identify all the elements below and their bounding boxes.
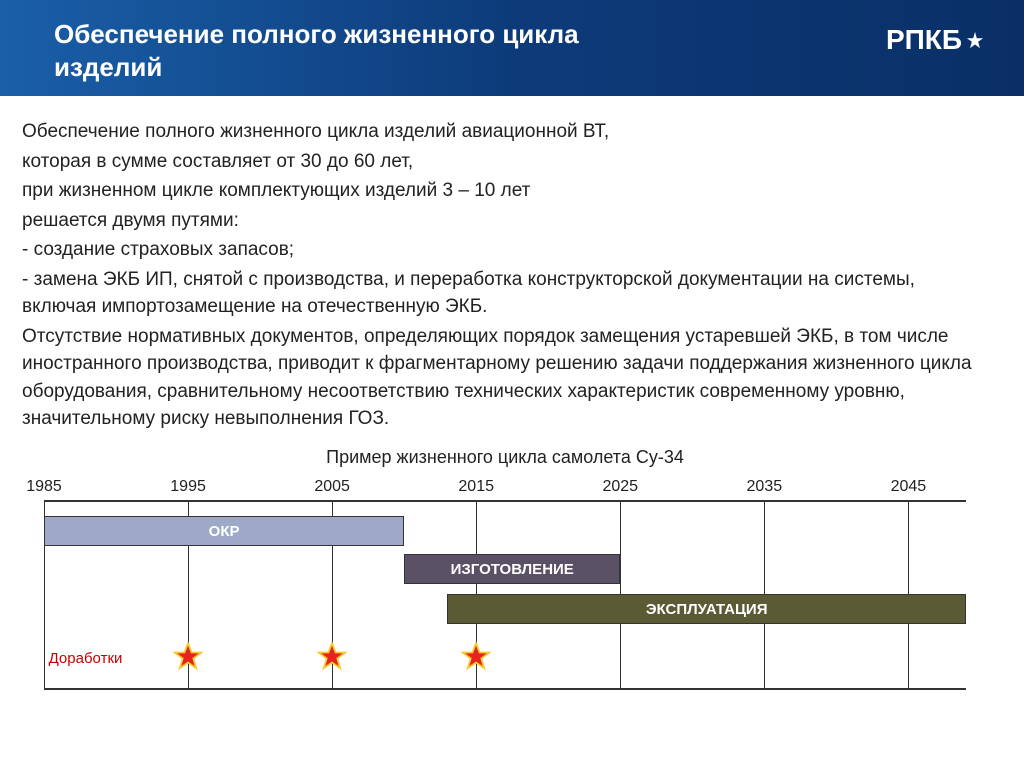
gantt-bar: ИЗГОТОВЛЕНИЕ bbox=[404, 554, 620, 584]
timeline-canvas: 1985199520052015202520352045ОКРИЗГОТОВЛЕ… bbox=[44, 476, 966, 696]
paragraph: решается двумя путями: bbox=[22, 207, 988, 235]
logo-star-icon bbox=[966, 24, 984, 56]
star-icon bbox=[173, 642, 203, 672]
rework-label: Доработки bbox=[49, 650, 123, 667]
paragraph: при жизненном цикле комплектующих издели… bbox=[22, 177, 988, 205]
tick-label: 2025 bbox=[602, 478, 638, 496]
gantt-bar: ОКР bbox=[44, 516, 404, 546]
gantt-bar: ЭКСПЛУАТАЦИЯ bbox=[447, 594, 966, 624]
tick-label: 2045 bbox=[891, 478, 927, 496]
paragraph: - замена ЭКБ ИП, снятой с производства, … bbox=[22, 266, 988, 321]
paragraph: Отсутствие нормативных документов, опред… bbox=[22, 323, 988, 433]
paragraph: - создание страховых запасов; bbox=[22, 236, 988, 264]
axis-top bbox=[44, 500, 966, 502]
title-line2: изделий bbox=[54, 52, 162, 82]
tick-label: 1985 bbox=[26, 478, 62, 496]
company-logo: РПКБ bbox=[886, 24, 984, 56]
logo-text: РПКБ bbox=[886, 24, 962, 56]
title-line1: Обеспечение полного жизненного цикла bbox=[54, 19, 579, 49]
paragraph: Обеспечение полного жизненного цикла изд… bbox=[22, 118, 988, 146]
tick-label: 2005 bbox=[314, 478, 350, 496]
slide-header: Обеспечение полного жизненного цикла изд… bbox=[0, 0, 1024, 96]
chart-title: Пример жизненного цикла самолета Су-34 bbox=[22, 447, 988, 468]
star-icon bbox=[317, 642, 347, 672]
tick-label: 2015 bbox=[458, 478, 494, 496]
slide-body: Обеспечение полного жизненного цикла изд… bbox=[0, 96, 1024, 696]
gantt-chart: 1985199520052015202520352045ОКРИЗГОТОВЛЕ… bbox=[44, 476, 966, 696]
tick-label: 2035 bbox=[747, 478, 783, 496]
star-icon bbox=[461, 642, 491, 672]
paragraph: которая в сумме составляет от 30 до 60 л… bbox=[22, 148, 988, 176]
slide-title: Обеспечение полного жизненного цикла изд… bbox=[54, 18, 579, 83]
axis-bottom bbox=[44, 688, 966, 690]
tick-label: 1995 bbox=[170, 478, 206, 496]
